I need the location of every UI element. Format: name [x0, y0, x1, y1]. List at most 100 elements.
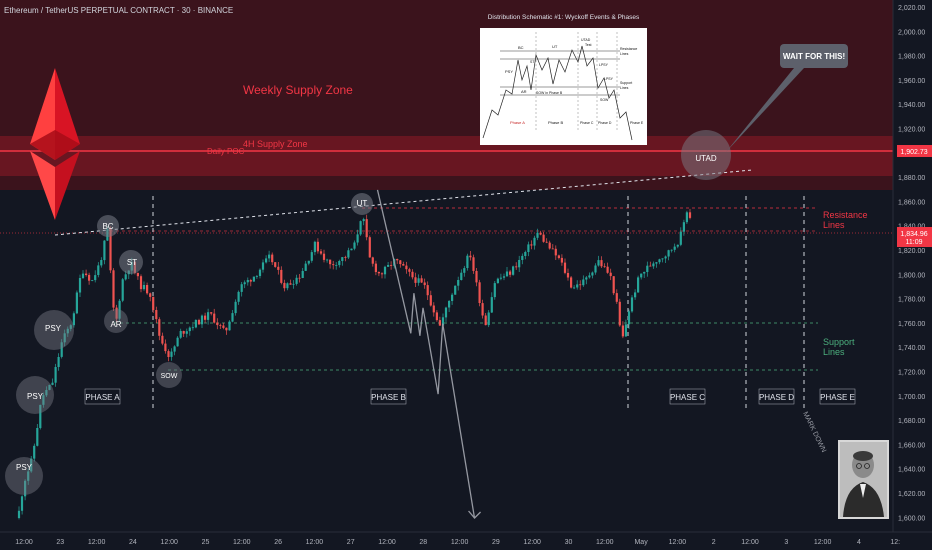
event-ut: UT — [351, 193, 373, 215]
svg-text:Test: Test — [585, 43, 591, 47]
candle-body — [161, 335, 164, 344]
candle-body — [60, 342, 63, 357]
candle-body — [118, 300, 121, 319]
candles-layer — [17, 208, 692, 520]
svg-text:SOW: SOW — [600, 98, 609, 102]
candle-body — [289, 283, 292, 285]
candle-body — [383, 266, 387, 275]
candle-body — [51, 382, 54, 385]
price-tick-label: 1,960.00 — [898, 78, 925, 85]
candle-body — [637, 277, 640, 293]
candle-body — [542, 234, 545, 242]
candle-body — [411, 271, 414, 278]
candle-body — [664, 256, 667, 259]
candle-body — [634, 292, 637, 298]
candle-body — [295, 277, 298, 284]
candle-body — [81, 273, 85, 279]
svg-text:Resistance: Resistance — [620, 47, 637, 51]
weekly-supply-zone-label: Weekly Supply Zone — [243, 83, 353, 97]
resistance-lines-label-2: Lines — [823, 220, 845, 230]
candle-body — [246, 280, 249, 283]
candle-body — [423, 282, 426, 286]
event-sow: SOW — [156, 362, 182, 388]
candle-body — [94, 275, 97, 281]
candle-body — [100, 260, 103, 266]
svg-text:11:09: 11:09 — [906, 239, 923, 246]
svg-text:UTAD: UTAD — [695, 154, 716, 163]
candle-body — [356, 234, 359, 243]
upthrust-trendline — [54, 169, 753, 236]
candle-body — [368, 237, 371, 258]
candle-body — [432, 305, 435, 313]
event-st: ST — [119, 250, 143, 274]
candle-body — [615, 293, 618, 302]
candle-body — [362, 219, 365, 222]
wyckoff-portrait-image — [838, 440, 889, 519]
candle-body — [441, 317, 445, 326]
price-tick-label: 1,700.00 — [898, 394, 925, 401]
candle-body — [344, 257, 347, 258]
event-utad: UTAD — [681, 130, 731, 180]
candle-body — [277, 266, 280, 270]
price-tick-label: 2,000.00 — [898, 29, 925, 36]
price-tick-label: 1,920.00 — [898, 127, 925, 134]
candle-body — [435, 312, 438, 321]
candle-body — [304, 263, 307, 271]
time-axis-ticks: 12:00 23 12:00 24 12:00 25 12:00 26 12:00 27 12:00… — [15, 539, 900, 546]
wait-callout: WAIT FOR THIS! — [780, 44, 848, 68]
candle-body — [237, 291, 240, 302]
candle-body — [444, 307, 448, 318]
candle-body — [27, 471, 30, 481]
price-axis — [893, 0, 932, 532]
candle-body — [255, 276, 258, 277]
candle-body — [649, 265, 652, 267]
candle-body — [603, 266, 606, 268]
candle-body — [582, 279, 585, 286]
svg-text:UT: UT — [552, 44, 558, 49]
event-bc: BC — [97, 215, 119, 237]
candle-body — [298, 277, 301, 279]
candle-body — [326, 259, 329, 261]
candle-body — [566, 273, 570, 278]
candle-body — [179, 331, 182, 338]
candle-body — [57, 357, 60, 367]
candle-body — [469, 255, 472, 258]
candle-body — [329, 259, 332, 265]
candle-body — [466, 255, 469, 268]
price-tick-label: 1,720.00 — [898, 370, 925, 377]
svg-text:1,902.73: 1,902.73 — [900, 149, 927, 156]
candle-body — [509, 271, 512, 275]
svg-text:Lines: Lines — [620, 52, 629, 56]
candle-body — [588, 275, 591, 278]
supply-4h-zone — [0, 136, 893, 176]
candle-body — [429, 295, 432, 306]
candle-body — [45, 390, 48, 396]
candle-body — [463, 268, 466, 273]
candle-body — [493, 283, 496, 298]
time-tick-label: 12:00 — [88, 539, 106, 546]
candle-body — [475, 271, 478, 283]
price-tick-label: 1,780.00 — [898, 297, 925, 304]
candle-body — [30, 458, 33, 472]
mark-down-label: MARK DOWN — [801, 411, 827, 454]
candle-body — [396, 259, 399, 261]
candle-body — [146, 285, 149, 294]
svg-text:SOW: SOW — [161, 373, 178, 380]
candle-body — [301, 271, 304, 278]
candle-body — [240, 284, 243, 292]
candle-body — [661, 258, 664, 260]
candle-body — [341, 257, 344, 261]
candle-body — [353, 242, 356, 249]
svg-text:BC: BC — [518, 45, 524, 50]
candle-body — [176, 337, 179, 347]
candle-body — [658, 259, 661, 263]
candle-body — [75, 292, 78, 314]
candle-body — [670, 249, 673, 251]
candle-body — [258, 269, 262, 276]
svg-text:PSY: PSY — [27, 392, 44, 401]
svg-text:Phase A: Phase A — [510, 120, 525, 125]
candle-body — [380, 273, 384, 275]
candle-body — [496, 278, 499, 284]
